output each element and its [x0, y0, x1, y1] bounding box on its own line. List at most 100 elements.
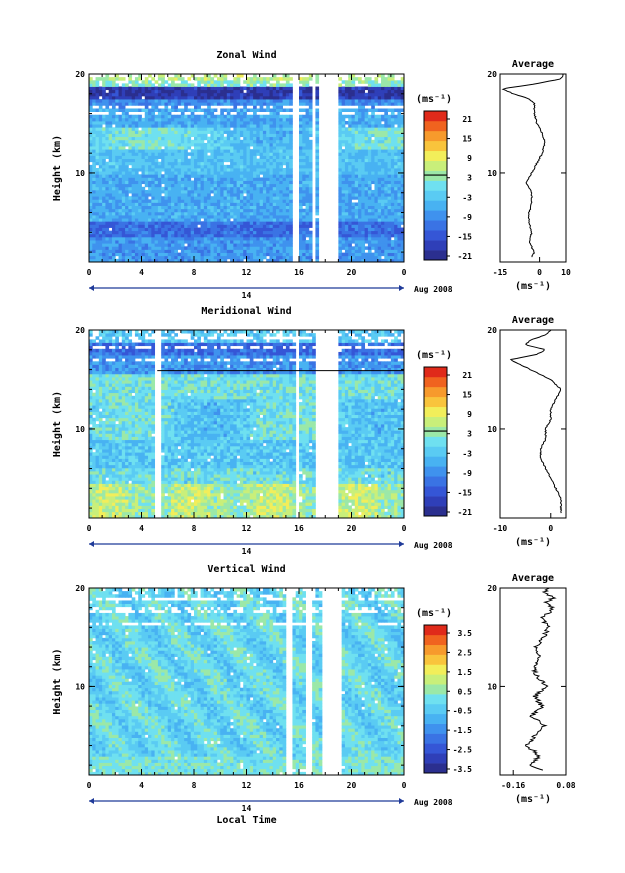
heatmap-cell: [174, 240, 178, 244]
heatmap-cell: [128, 161, 133, 166]
heatmap-cell: [397, 189, 402, 194]
heatmap-cell: [279, 136, 283, 141]
heatmap-cell: [174, 139, 178, 144]
heatmap-cell: [256, 149, 261, 153]
heatmap-cell: [269, 240, 274, 244]
heatmap-cell: [266, 130, 270, 134]
heatmap-cell: [148, 246, 152, 250]
heatmap-cell: [272, 164, 277, 169]
heatmap-cell: [364, 92, 369, 97]
heatmap-cell: [262, 102, 267, 106]
heatmap-cell: [92, 89, 96, 94]
heatmap-cell: [89, 215, 93, 219]
heatmap-cell: [223, 258, 228, 263]
heatmap-cell: [266, 199, 270, 203]
heatmap-cell: [148, 117, 152, 122]
heatmap-cell: [190, 180, 195, 185]
heatmap-cell: [216, 211, 221, 216]
heatmap-cell: [341, 186, 346, 191]
heatmap-cell: [105, 177, 110, 181]
heatmap-cell: [354, 117, 359, 122]
heatmap-cell: [95, 86, 100, 91]
heatmap-cell: [262, 155, 267, 159]
heatmap-cell: [180, 149, 185, 153]
heatmap-cell: [187, 127, 192, 131]
heatmap-cell: [289, 186, 293, 191]
heatmap-cell: [164, 255, 169, 260]
heatmap-cell: [377, 114, 382, 119]
heatmap-cell: [89, 89, 93, 94]
heatmap-cell: [200, 208, 205, 213]
heatmap-cell: [148, 174, 152, 178]
heatmap-cell: [226, 92, 231, 97]
heatmap-cell: [203, 243, 208, 247]
heatmap-cell: [223, 193, 228, 197]
heatmap-cell: [203, 99, 208, 103]
heatmap-cell: [400, 236, 405, 241]
heatmap-cell: [354, 161, 359, 166]
heatmap-cell: [154, 199, 159, 203]
heatmap-cell: [279, 224, 283, 228]
heatmap-cell: [187, 196, 192, 200]
heatmap-cell: [121, 208, 126, 213]
heatmap-cell: [115, 117, 119, 122]
heatmap-cell: [367, 99, 372, 103]
heatmap-cell: [144, 161, 149, 166]
heatmap-cell: [259, 155, 264, 159]
heatmap-cell: [239, 224, 244, 228]
heatmap-cell: [154, 99, 159, 103]
heatmap-cell: [210, 80, 215, 84]
heatmap-cell: [384, 255, 388, 260]
heatmap-cell: [161, 164, 165, 169]
heatmap-cell: [128, 180, 133, 185]
heatmap-cell: [89, 114, 93, 119]
heatmap-cell: [210, 202, 215, 206]
heatmap-cell: [344, 224, 349, 228]
heatmap-cell: [279, 221, 283, 225]
heatmap-cell: [361, 249, 366, 253]
heatmap-cell: [315, 95, 320, 100]
heatmap-cell: [305, 146, 310, 150]
heatmap-cell: [216, 174, 221, 178]
heatmap-cell: [289, 155, 293, 159]
heatmap-cell: [92, 246, 96, 250]
heatmap-cell: [266, 202, 270, 206]
heatmap-cell: [102, 99, 106, 103]
heatmap-cell: [348, 208, 352, 213]
heatmap-cell: [253, 177, 257, 181]
heatmap-cell: [253, 258, 257, 263]
heatmap-cell: [384, 130, 388, 134]
heatmap-cell: [361, 99, 366, 103]
heatmap-cell: [92, 236, 96, 241]
heatmap-cell: [115, 114, 119, 119]
heatmap-cell: [308, 86, 313, 91]
heatmap-cell: [118, 142, 123, 147]
heatmap-cell: [305, 249, 310, 253]
heatmap-cell: [111, 155, 116, 159]
heatmap-cell: [200, 252, 205, 257]
heatmap-cell: [213, 95, 218, 100]
heatmap-cell: [177, 133, 182, 138]
heatmap-cell: [236, 111, 241, 116]
heatmap-cell: [121, 236, 126, 241]
heatmap-cell: [377, 180, 382, 185]
heatmap-cell: [190, 202, 195, 206]
heatmap-cell: [216, 199, 221, 203]
heatmap-cell: [167, 196, 172, 200]
heatmap-cell: [239, 74, 244, 78]
heatmap-cell: [299, 183, 303, 188]
heatmap-cell: [256, 86, 261, 91]
heatmap-cell: [223, 121, 228, 125]
heatmap-cell: [167, 215, 172, 219]
heatmap-cell: [243, 158, 247, 163]
heatmap-cell: [249, 183, 254, 188]
heatmap-cell: [213, 218, 218, 222]
heatmap-cell: [89, 77, 93, 81]
heatmap-cell: [187, 177, 192, 181]
heatmap-cell: [213, 255, 218, 260]
heatmap-cell: [315, 258, 320, 263]
heatmap-cell: [276, 205, 280, 210]
heatmap-cell: [236, 161, 241, 166]
heatmap-cell: [302, 127, 306, 131]
heatmap-cell: [394, 258, 398, 263]
